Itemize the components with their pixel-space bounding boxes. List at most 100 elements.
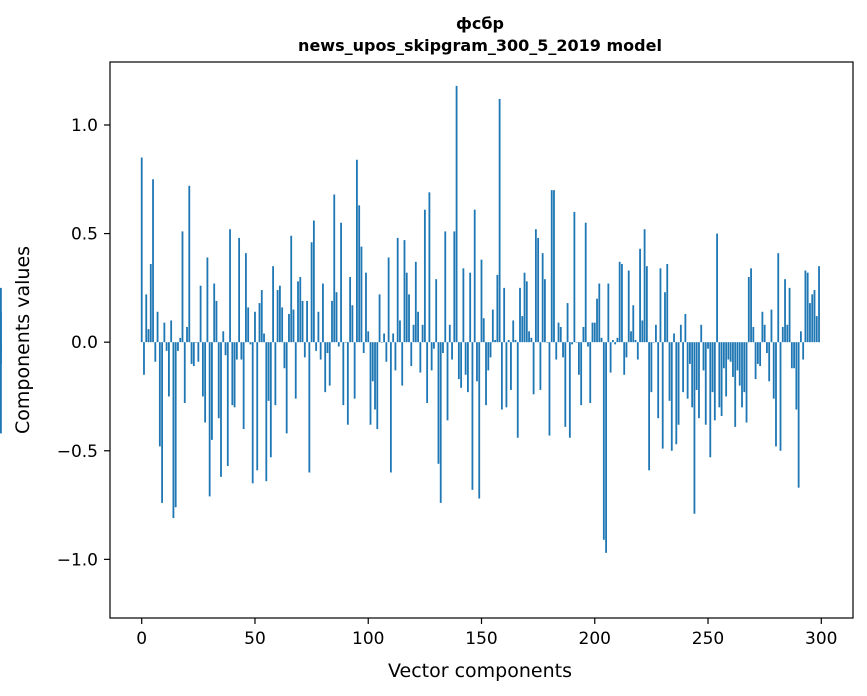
bar-234 <box>670 342 673 451</box>
bar-113 <box>396 237 399 343</box>
bar-249 <box>704 342 707 425</box>
bar-296 <box>811 294 814 343</box>
bar-145 <box>469 272 472 343</box>
bar-129 <box>433 342 435 349</box>
bar-12 <box>167 342 170 397</box>
bar-144 <box>467 342 469 393</box>
bar-219 <box>636 342 639 360</box>
bar-115 <box>401 342 404 386</box>
bar-245 <box>695 342 698 390</box>
bar-131 <box>437 342 440 464</box>
bar-246 <box>698 342 700 419</box>
bar-149 <box>478 342 481 499</box>
bar-60 <box>276 290 279 343</box>
bar-254 <box>716 233 718 343</box>
bar-8 <box>158 342 161 447</box>
bar-1 <box>143 342 145 375</box>
bar-222 <box>643 229 646 343</box>
bar-158 <box>498 98 501 343</box>
bar-273 <box>759 342 762 367</box>
bar-40 <box>231 342 234 406</box>
bar-41 <box>233 342 236 408</box>
bar-73 <box>306 300 308 343</box>
bar-105 <box>378 294 381 343</box>
bar-233 <box>668 342 671 401</box>
bar-237 <box>677 342 680 425</box>
chart-subtitle: news_upos_skipgram_300_5_2019 model <box>298 36 662 55</box>
bar-239 <box>682 342 685 393</box>
bar-193 <box>578 342 580 375</box>
bar-197 <box>587 342 589 347</box>
bar-196 <box>584 222 587 343</box>
bar-226 <box>652 342 655 343</box>
bar-214 <box>625 342 628 358</box>
bar-18 <box>181 231 184 343</box>
bar-98 <box>362 342 365 354</box>
bar-181 <box>550 190 553 343</box>
bar-251 <box>709 342 712 458</box>
bar-268 <box>747 277 750 343</box>
bar-260 <box>729 342 732 362</box>
bar-80 <box>322 283 324 343</box>
bar-120 <box>412 324 415 343</box>
bar-228 <box>657 342 660 419</box>
bar-111 <box>392 333 395 343</box>
bar-37 <box>224 342 227 356</box>
bar-13 <box>170 320 173 343</box>
bar-107 <box>383 333 385 343</box>
bar-15 <box>174 342 177 508</box>
bar-209 <box>614 342 617 345</box>
x-tick-label: 300 <box>805 629 837 649</box>
bar-106 <box>380 342 383 343</box>
bar-6 <box>154 342 157 362</box>
bar-119 <box>410 342 413 367</box>
bar-31 <box>211 342 213 440</box>
bar-116 <box>403 240 406 343</box>
bar-7 <box>156 311 159 343</box>
bar-118 <box>408 294 410 343</box>
bar-66 <box>290 235 293 343</box>
bar-282 <box>779 342 782 451</box>
bar-127 <box>428 192 431 343</box>
bar-123 <box>419 342 422 373</box>
bar-292 <box>802 342 805 360</box>
bar-165 <box>514 340 517 343</box>
bar-undefined <box>0 311 2 343</box>
bar-128 <box>430 342 433 371</box>
bar-17 <box>179 337 182 343</box>
bar-136 <box>448 324 451 343</box>
y-tick-label: −0.5 <box>57 442 98 462</box>
bar-218 <box>634 340 637 343</box>
bar-81 <box>324 342 327 393</box>
bar-255 <box>718 342 721 408</box>
bar-155 <box>491 309 494 343</box>
bar-272 <box>756 342 759 364</box>
bar-244 <box>693 342 696 514</box>
bar-210 <box>616 337 619 343</box>
bar-299 <box>818 266 820 343</box>
bar-25 <box>197 342 200 362</box>
bar-297 <box>813 290 816 343</box>
bar-32 <box>213 283 216 343</box>
bar-43 <box>238 237 241 343</box>
bar-269 <box>750 268 752 343</box>
bar-217 <box>632 305 635 343</box>
bar-183 <box>555 342 558 360</box>
bar-47 <box>247 307 250 343</box>
bar-169 <box>523 272 526 343</box>
bar-168 <box>521 316 524 343</box>
bar-262 <box>734 342 737 427</box>
bar-57 <box>269 342 272 458</box>
bar-143 <box>464 342 467 375</box>
bar-112 <box>394 342 397 371</box>
bar-207 <box>609 342 612 373</box>
bar-295 <box>809 303 811 343</box>
bar-27 <box>201 342 204 397</box>
bar-286 <box>788 287 791 343</box>
bar-250 <box>707 342 709 349</box>
bar-33 <box>215 300 218 343</box>
bar-252 <box>711 342 714 393</box>
bar-176 <box>539 342 542 390</box>
bar-294 <box>806 272 809 343</box>
x-tick-label: 250 <box>692 629 724 649</box>
